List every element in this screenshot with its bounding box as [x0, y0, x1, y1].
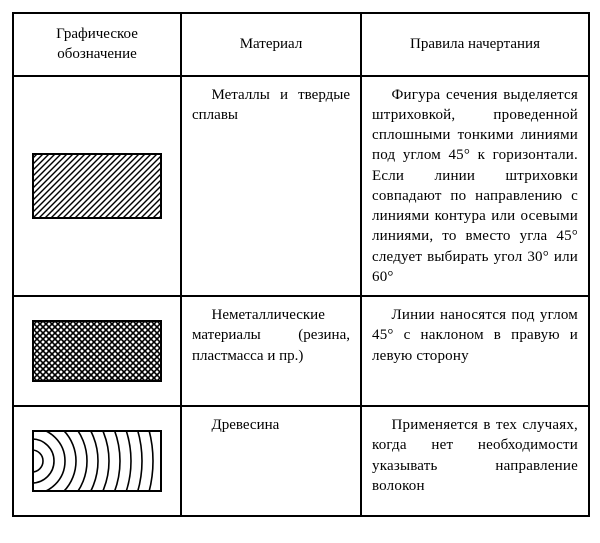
table-row: Древесина Применяется в тех случаях, ког…	[13, 406, 589, 516]
material-cell: Металлы и твердые сплавы	[181, 76, 361, 297]
rules-cell: Применяется в тех случаях, когда нет нео…	[361, 406, 589, 516]
header-graphic: Графическое обозначение	[13, 13, 181, 76]
crosshatch-icon	[32, 320, 162, 382]
header-material: Материал	[181, 13, 361, 76]
materials-hatching-table: Графическое обозначение Материал Правила…	[12, 12, 590, 517]
material-label: Неметаллические материалы (резина, пласт…	[192, 305, 350, 366]
material-cell: Неметаллические материалы (резина, пласт…	[181, 296, 361, 406]
hatch45-icon	[32, 153, 162, 219]
rules-cell: Фигура сечения выделяется штриховкой, пр…	[361, 76, 589, 297]
rules-text: Применяется в тех случаях, когда нет нео…	[372, 415, 578, 496]
rules-text: Фигура сечения выделяется штриховкой, пр…	[372, 85, 578, 288]
graphic-cell-wood	[13, 406, 181, 516]
rules-text: Линии наносятся под углом 45° с наклоном…	[372, 305, 578, 366]
material-label: Металлы и твердые сплавы	[192, 85, 350, 126]
table-row: Металлы и твердые сплавы Фигура сечения …	[13, 76, 589, 297]
material-cell: Древесина	[181, 406, 361, 516]
graphic-cell-metals	[13, 76, 181, 297]
wood-arcs-icon	[32, 430, 162, 492]
graphic-cell-nonmetals	[13, 296, 181, 406]
material-label: Древесина	[192, 415, 350, 435]
header-rules: Правила начертания	[361, 13, 589, 76]
header-row: Графическое обозначение Материал Правила…	[13, 13, 589, 76]
table-row: Неметаллические материалы (резина, пласт…	[13, 296, 589, 406]
rules-cell: Линии наносятся под углом 45° с наклоном…	[361, 296, 589, 406]
